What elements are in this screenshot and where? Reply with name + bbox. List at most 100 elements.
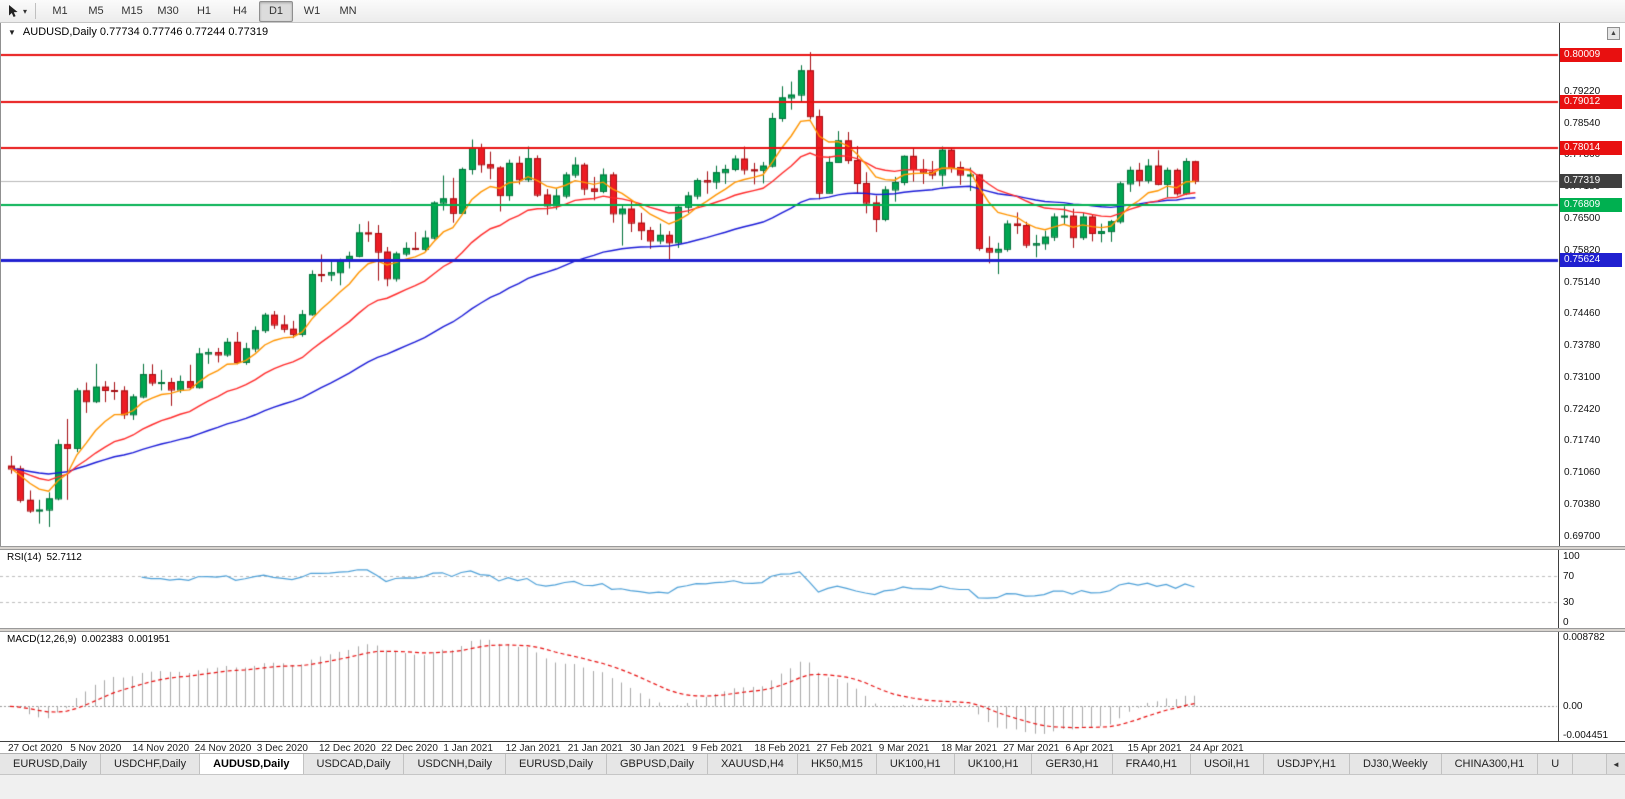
macd-panel: MACD(12,26,9) 0.002383 0.001951 0.008782… [0, 632, 1625, 741]
macd-label: MACD(12,26,9) [7, 634, 77, 645]
rsi-value: 52.7112 [46, 552, 82, 563]
chart-tab[interactable]: XAUUSD,H4 [707, 754, 798, 774]
rsi-panel: RSI(14) 52.7112 100 70 30 0 [0, 550, 1625, 628]
hline-price-badge: 0.78014 [1560, 141, 1622, 156]
macd-header: MACD(12,26,9) 0.002383 0.001951 [7, 634, 170, 645]
chart-tab[interactable]: EURUSD,Daily [506, 754, 607, 774]
price-axis-label: 0.74460 [1564, 308, 1601, 320]
timeframe-button-w1[interactable]: W1 [303, 5, 321, 17]
chart-tab[interactable]: U [1538, 754, 1574, 774]
one-click-trading-icon[interactable]: ▼ [8, 28, 16, 37]
date-axis-label: 18 Feb 2021 [754, 743, 811, 754]
date-axis-label: 6 Apr 2021 [1065, 743, 1114, 754]
panel-splitter[interactable] [0, 628, 1625, 632]
price-axis-label: 0.78540 [1564, 117, 1601, 129]
date-axis-label: 3 Dec 2020 [256, 743, 308, 754]
chart-tab[interactable]: DJ30,Weekly [1349, 754, 1442, 774]
date-axis-label: 14 Nov 2020 [132, 743, 190, 754]
panel-splitter[interactable] [0, 546, 1625, 550]
date-axis-label: 1 Jan 2021 [443, 743, 493, 754]
chart-tab[interactable]: CHINA300,H1 [1441, 754, 1539, 774]
chart-tab[interactable]: HK50,M15 [797, 754, 877, 774]
chart-tab[interactable]: GER30,H1 [1032, 754, 1113, 774]
macd-main-value: 0.002383 [81, 634, 124, 645]
price-axis-label: 0.71060 [1564, 467, 1601, 479]
price-axis-label: 0.71740 [1564, 435, 1601, 447]
date-axis-label: 21 Jan 2021 [567, 743, 623, 754]
date-axis-label: 15 Apr 2021 [1127, 743, 1182, 754]
rsi-axis-label: 0 [1563, 617, 1569, 628]
chart-tab-list: EURUSD,Daily USDCHF,Daily AUDUSD,Daily USDC… [0, 754, 1606, 774]
date-axis-label: 5 Nov 2020 [70, 743, 122, 754]
price-axis-label: 0.69700 [1564, 530, 1601, 542]
macd-axis[interactable]: 0.008782 0.00 -0.004451 [1558, 632, 1625, 741]
chart-tab[interactable]: EURUSD,Daily [0, 754, 101, 774]
date-axis-label: 22 Dec 2020 [381, 743, 438, 754]
price-axis-label: 0.73780 [1564, 340, 1601, 352]
date-axis-label: 27 Mar 2021 [1003, 743, 1060, 754]
timeframe-button-h4[interactable]: H4 [232, 5, 248, 17]
price-axis-label: 0.79220 [1564, 85, 1601, 97]
tab-scroll-left-button[interactable]: ◄ [1606, 754, 1625, 774]
hline-price-badge: 0.75624 [1560, 252, 1622, 267]
timeframe-button-h1[interactable]: H1 [196, 5, 212, 17]
price-axis-label: 0.73100 [1564, 371, 1601, 383]
price-axis[interactable]: 0.792200.785400.778600.771800.765000.758… [1559, 23, 1625, 546]
date-axis-label: 30 Jan 2021 [630, 743, 686, 754]
chart-tab[interactable]: USDCAD,Daily [303, 754, 405, 774]
price-axis-label: 0.72420 [1564, 403, 1601, 415]
date-axis-label: 9 Feb 2021 [692, 743, 743, 754]
price-axis-label: 0.76500 [1564, 212, 1601, 224]
chart-tab[interactable]: AUDUSD,Daily [200, 754, 304, 774]
chart-tab[interactable]: USDCNH,Daily [404, 754, 507, 774]
hline-price-badge: 0.80009 [1560, 47, 1622, 62]
date-axis-label: 9 Mar 2021 [878, 743, 930, 754]
price-axis-label: 0.75140 [1564, 276, 1601, 288]
timeframe-button-m15[interactable]: M15 [121, 5, 143, 17]
chart-scroll-up-button[interactable]: ▲ [1607, 27, 1620, 40]
chart-tab[interactable]: USDJPY,H1 [1263, 754, 1350, 774]
status-strip [0, 774, 1625, 799]
price-axis-label: 0.70380 [1564, 498, 1601, 510]
timeframe-button-m5[interactable]: M5 [88, 5, 104, 17]
date-axis-label: 27 Oct 2020 [8, 743, 63, 754]
rsi-axis-label: 100 [1563, 551, 1580, 562]
timeframe-toolbar: M1 M5 M15 M30 H1 H4 D1 W1 MN [42, 0, 366, 22]
date-axis-label: 12 Dec 2020 [319, 743, 376, 754]
toolbar-separator [35, 3, 37, 19]
hline-price-badge: 0.79012 [1560, 94, 1622, 109]
rsi-label: RSI(14) [7, 552, 42, 563]
chart-tab[interactable]: USDCHF,Daily [100, 754, 201, 774]
timeframe-button-m1[interactable]: M1 [52, 5, 68, 17]
chart-tab[interactable]: GBPUSD,Daily [607, 754, 708, 774]
bid-price-badge: 0.77319 [1560, 173, 1622, 188]
rsi-canvas[interactable] [0, 550, 1558, 628]
chart-tab[interactable]: UK100,H1 [876, 754, 955, 774]
cursor-arrow-icon [9, 5, 18, 17]
date-axis-label: 12 Jan 2021 [505, 743, 561, 754]
price-axis-label: 0.75820 [1564, 244, 1601, 256]
rsi-axis[interactable]: 100 70 30 0 [1558, 550, 1625, 628]
timeframe-button-d1[interactable]: D1 [259, 0, 294, 22]
main-chart-panel: ▼ AUDUSD,Daily 0.77734 0.77746 0.77244 0… [0, 23, 1625, 546]
date-axis-label: 24 Apr 2021 [1189, 743, 1244, 754]
chart-tab[interactable]: USOil,H1 [1191, 754, 1264, 774]
date-axis-label: 27 Feb 2021 [816, 743, 873, 754]
time-axis[interactable]: 27 Oct 2020 5 Nov 2020 14 Nov 2020 24 Nov 2… [0, 741, 1625, 754]
date-axis-label: 24 Nov 2020 [194, 743, 252, 754]
macd-axis-label: 0.008782 [1563, 632, 1605, 643]
symbol-ohlc-text: AUDUSD,Daily 0.77734 0.77746 0.77244 0.7… [22, 26, 269, 38]
chart-tab[interactable]: FRA40,H1 [1112, 754, 1192, 774]
symbol-header: ▼ AUDUSD,Daily 0.77734 0.77746 0.77244 0… [8, 26, 268, 38]
timeframe-button-mn[interactable]: MN [339, 5, 357, 17]
cursor-tool-icon[interactable] [5, 3, 21, 19]
timeframe-button-m30[interactable]: M30 [157, 5, 179, 17]
rsi-axis-label: 70 [1563, 570, 1575, 582]
macd-canvas[interactable] [0, 632, 1558, 741]
macd-signal-value: 0.001951 [128, 634, 170, 645]
cursor-tool-caret-icon[interactable]: ▾ [23, 6, 28, 16]
main-chart-canvas[interactable] [1, 23, 1559, 546]
rsi-axis-label: 30 [1563, 597, 1575, 609]
chart-tab[interactable]: UK100,H1 [954, 754, 1033, 774]
